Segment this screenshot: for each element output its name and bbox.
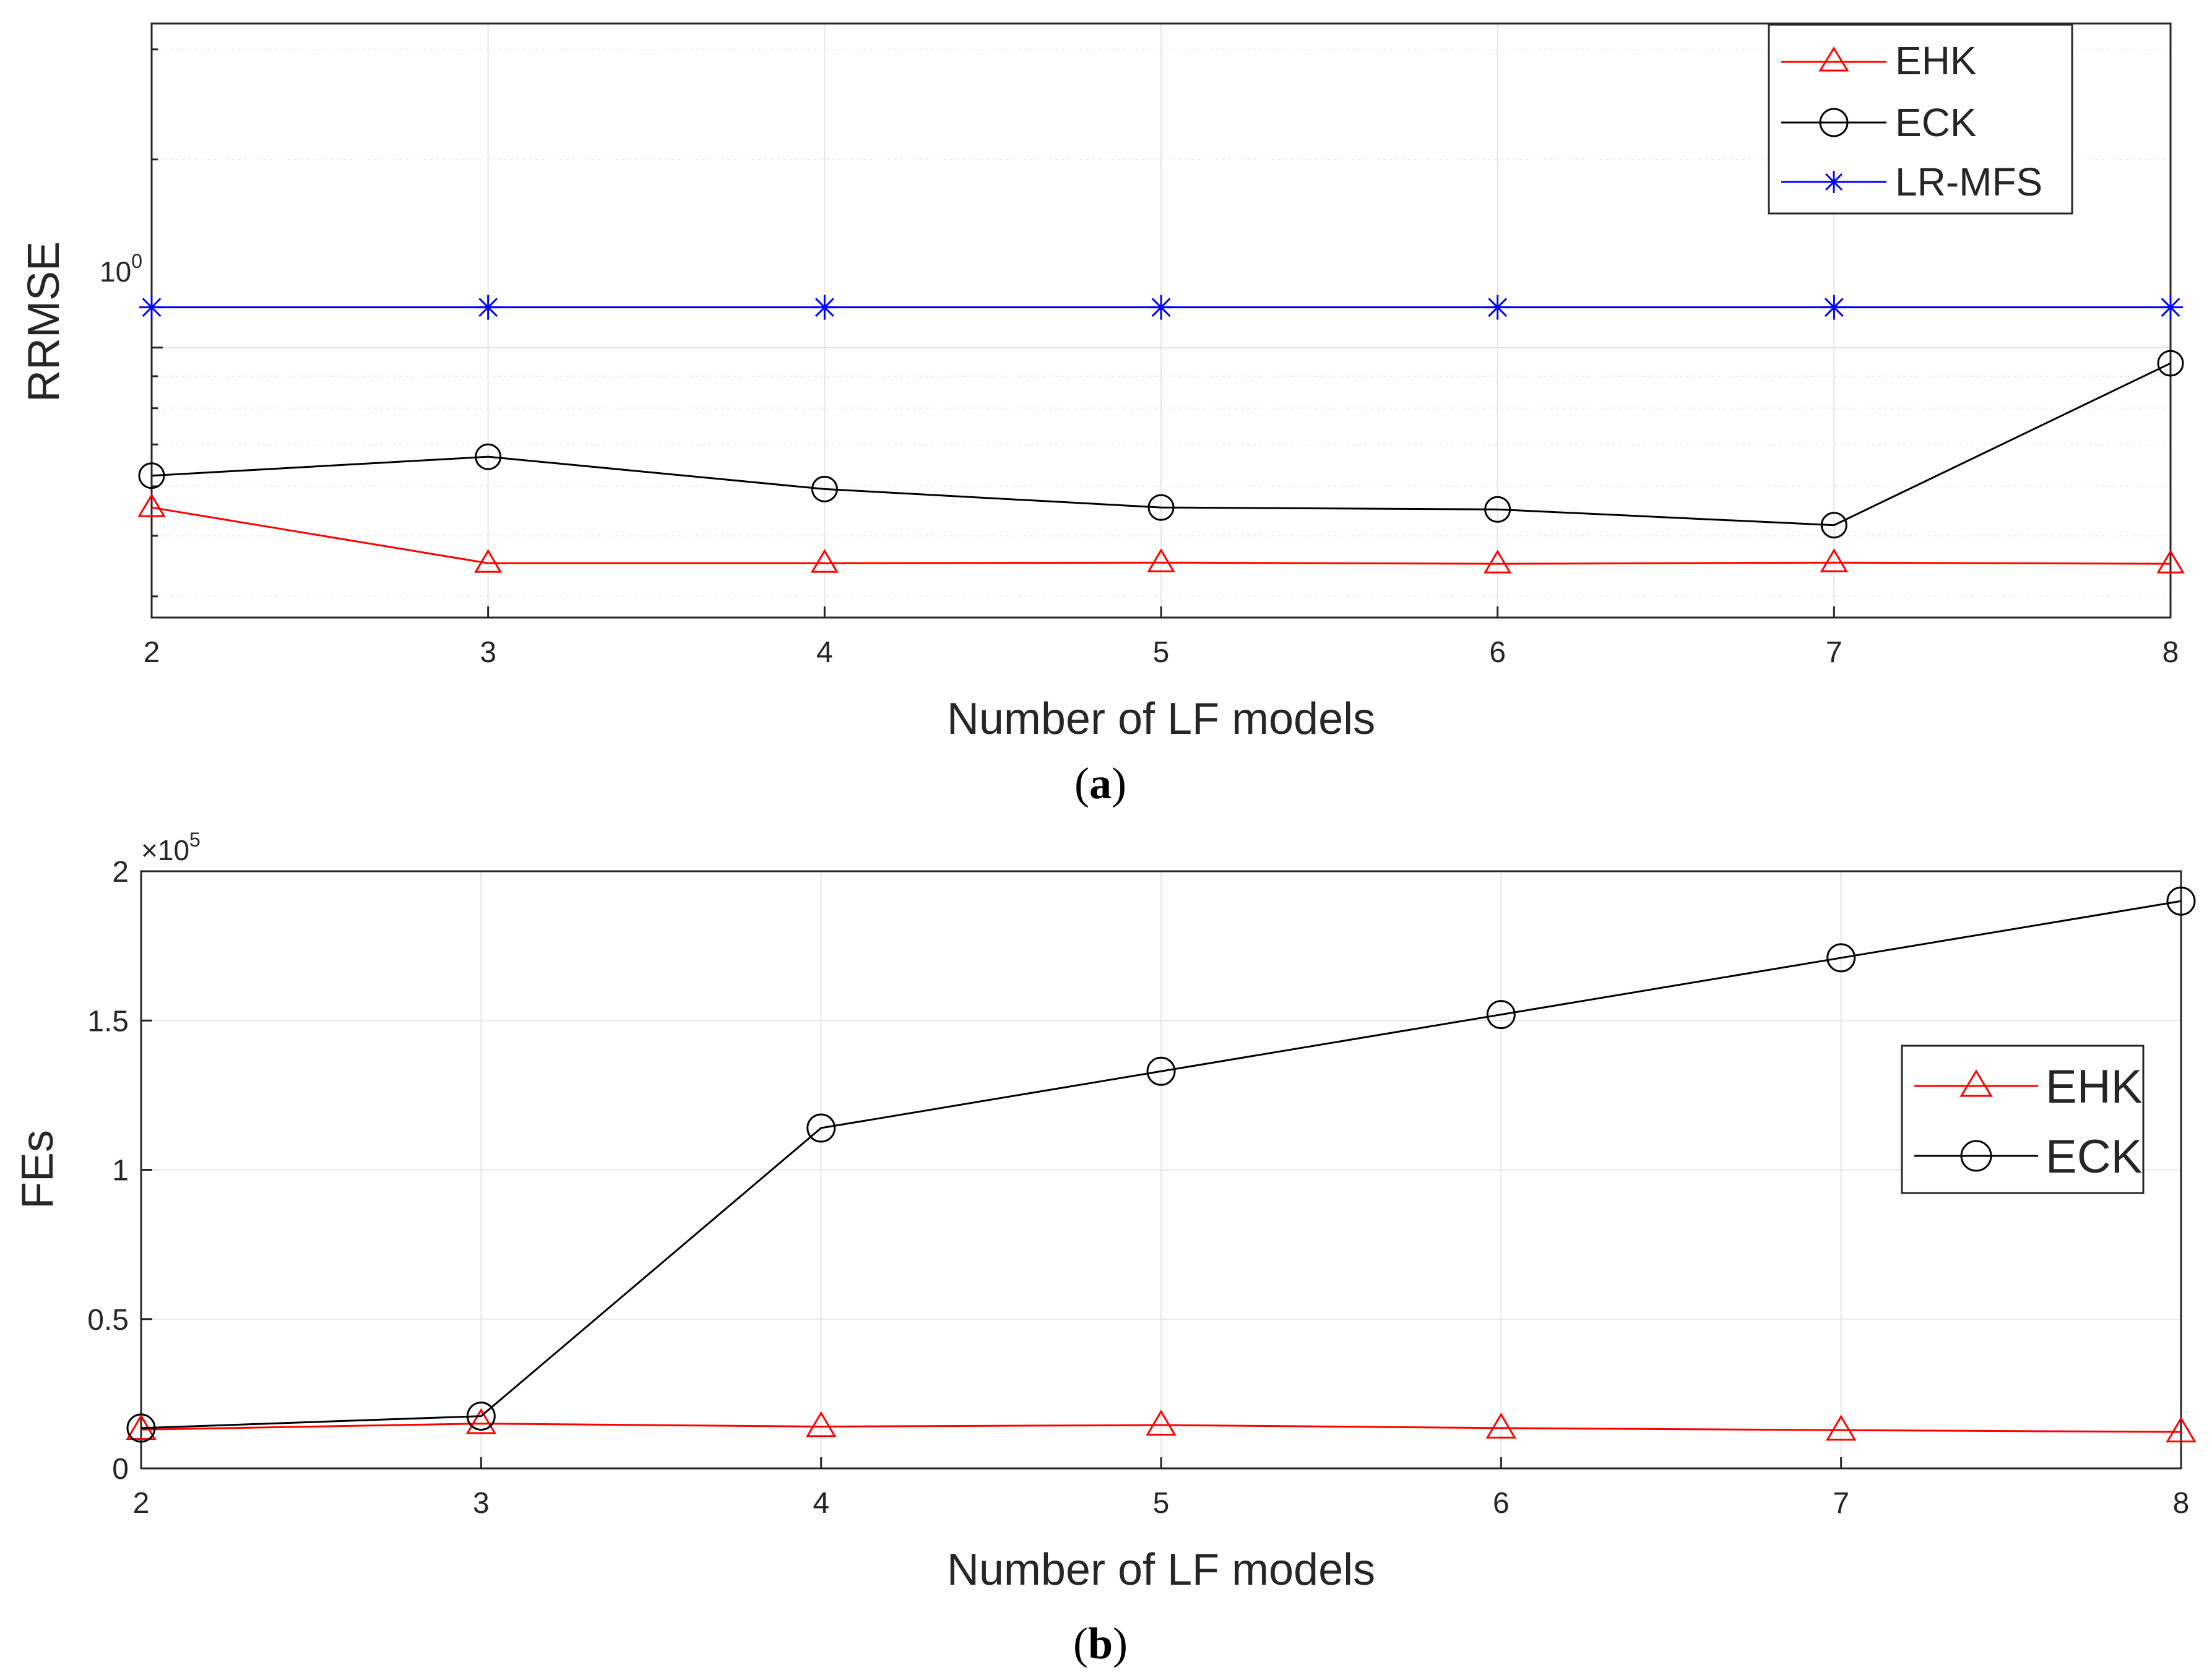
circle-marker: [1147, 494, 1175, 521]
triangle-marker: [465, 1408, 496, 1434]
series-line: [151, 506, 2171, 565]
circle-marker: [138, 462, 165, 489]
y-tick-label: 1.5: [87, 1005, 129, 1038]
triangle-marker: [2156, 549, 2185, 574]
panel-a-legend: EHK ECK LR-MFS: [1768, 24, 2073, 215]
y-tick-label: 2: [112, 856, 129, 889]
asterisk-marker: [1821, 295, 1847, 320]
panel-a-x-ticks: 2 3 4 5 6 7 8: [144, 48, 2179, 669]
panel-b-ticks: 2 3 4 5 6 7 8 0 0.5 1 1.5 2: [87, 856, 2189, 1520]
legend-label-eck: ECK: [2046, 1131, 2142, 1183]
panel-a-rrmse-chart: 2 3 4 5 6 7 8 100 Number of LF models RRMSE EH…: [19, 22, 2185, 808]
asterisk-marker: [812, 295, 837, 320]
panel-b-series: [126, 886, 2197, 1443]
legend-entry-lr-mfs: LR-MFS: [1781, 160, 2042, 204]
y-tick-label: 1: [112, 1155, 129, 1187]
triangle-marker: [474, 549, 503, 573]
circle-marker: [811, 475, 838, 502]
panel-b-exponent: ×105: [141, 829, 201, 866]
x-tick-label: 2: [133, 1487, 150, 1520]
x-tick-label: 4: [816, 636, 833, 669]
triangle-marker: [1146, 1410, 1177, 1436]
panel-a-caption: (a): [1074, 759, 1126, 808]
x-tick-label: 8: [2162, 636, 2179, 669]
y-tick-label: 0: [112, 1453, 129, 1486]
legend-label-ehk: EHK: [2046, 1061, 2142, 1113]
series-eck: [138, 350, 2184, 539]
circle-marker: [1146, 1056, 1176, 1086]
x-tick-label: 7: [1826, 636, 1843, 669]
triangle-marker: [2166, 1416, 2197, 1443]
legend-circle-marker: [1960, 1140, 1992, 1172]
series-lr-mfs: [139, 295, 2183, 320]
triangle-marker: [1484, 549, 1512, 574]
circle-marker: [1820, 512, 1847, 539]
x-tick-label: 3: [473, 1487, 490, 1520]
x-tick-label: 8: [2173, 1487, 2190, 1520]
legend-entry-eck: ECK: [1781, 100, 1977, 145]
triangle-marker: [1485, 1412, 1516, 1439]
asterisk-marker: [1149, 295, 1173, 320]
series-eck: [126, 886, 2196, 1443]
x-tick-label: 5: [1153, 1487, 1170, 1520]
circle-marker: [1486, 1000, 1516, 1030]
legend-entry-ehk: EHK: [1914, 1061, 2142, 1113]
x-tick-label: 6: [1493, 1487, 1510, 1520]
x-tick-label: 7: [1833, 1487, 1849, 1520]
x-tick-label: 3: [480, 636, 496, 669]
legend-label-ehk: EHK: [1895, 38, 1977, 83]
asterisk-marker: [475, 295, 501, 320]
circle-marker: [475, 443, 502, 470]
x-tick-label: 6: [1489, 636, 1506, 669]
legend-entry-ehk: EHK: [1781, 38, 1977, 83]
x-tick-label: 2: [144, 636, 160, 669]
circle-marker: [1826, 943, 1856, 973]
legend-triangle-marker: [1818, 46, 1849, 72]
panel-a-y-axis-label: RRMSE: [19, 241, 69, 402]
panel-a-series: [137, 295, 2185, 574]
legend-label-eck: ECK: [1895, 100, 1977, 145]
triangle-marker: [1820, 548, 1848, 572]
triangle-marker: [810, 549, 839, 573]
circle-marker: [1484, 496, 1511, 523]
circle-marker: [466, 1402, 496, 1431]
circle-marker: [126, 1413, 156, 1443]
circle-marker: [806, 1113, 836, 1143]
panel-a-y-tick-label: 100: [100, 250, 142, 288]
panel-b-fes-chart: 2 3 4 5 6 7 8 0 0.5 1 1.5 2 ×105 Number of LF model…: [13, 829, 2197, 1668]
x-tick-label: 4: [813, 1487, 829, 1520]
panel-b-legend: EHK ECK: [1901, 1045, 2145, 1194]
panel-b-x-axis-label: Number of LF models: [947, 1545, 1375, 1595]
legend-asterisk-marker: [1823, 171, 1845, 193]
series-line: [140, 900, 2182, 1429]
y-tick-label: 0.5: [87, 1304, 129, 1337]
circle-marker: [2157, 350, 2184, 377]
asterisk-marker: [2158, 295, 2183, 320]
triangle-marker: [806, 1411, 837, 1437]
legend-triangle-marker: [1959, 1069, 1993, 1097]
triangle-marker: [137, 493, 166, 517]
panel-b-y-axis-label: FEs: [13, 1130, 63, 1209]
legend-circle-marker: [1819, 108, 1849, 137]
triangle-marker: [1826, 1415, 1857, 1441]
series-line: [140, 1423, 2182, 1433]
triangle-marker: [1147, 548, 1175, 572]
legend-entry-eck: ECK: [1914, 1131, 2142, 1183]
series-line: [151, 362, 2171, 527]
series-ehk: [137, 493, 2185, 574]
panel-b-caption: (b): [1073, 1619, 1128, 1668]
legend-label-lr-mfs: LR-MFS: [1895, 160, 2042, 204]
circle-marker: [2166, 886, 2196, 916]
panel-a-x-axis-label: Number of LF models: [947, 694, 1375, 744]
x-tick-label: 5: [1153, 636, 1170, 669]
asterisk-marker: [1485, 295, 1510, 320]
series-ehk: [126, 1408, 2197, 1443]
asterisk-marker: [139, 295, 164, 320]
